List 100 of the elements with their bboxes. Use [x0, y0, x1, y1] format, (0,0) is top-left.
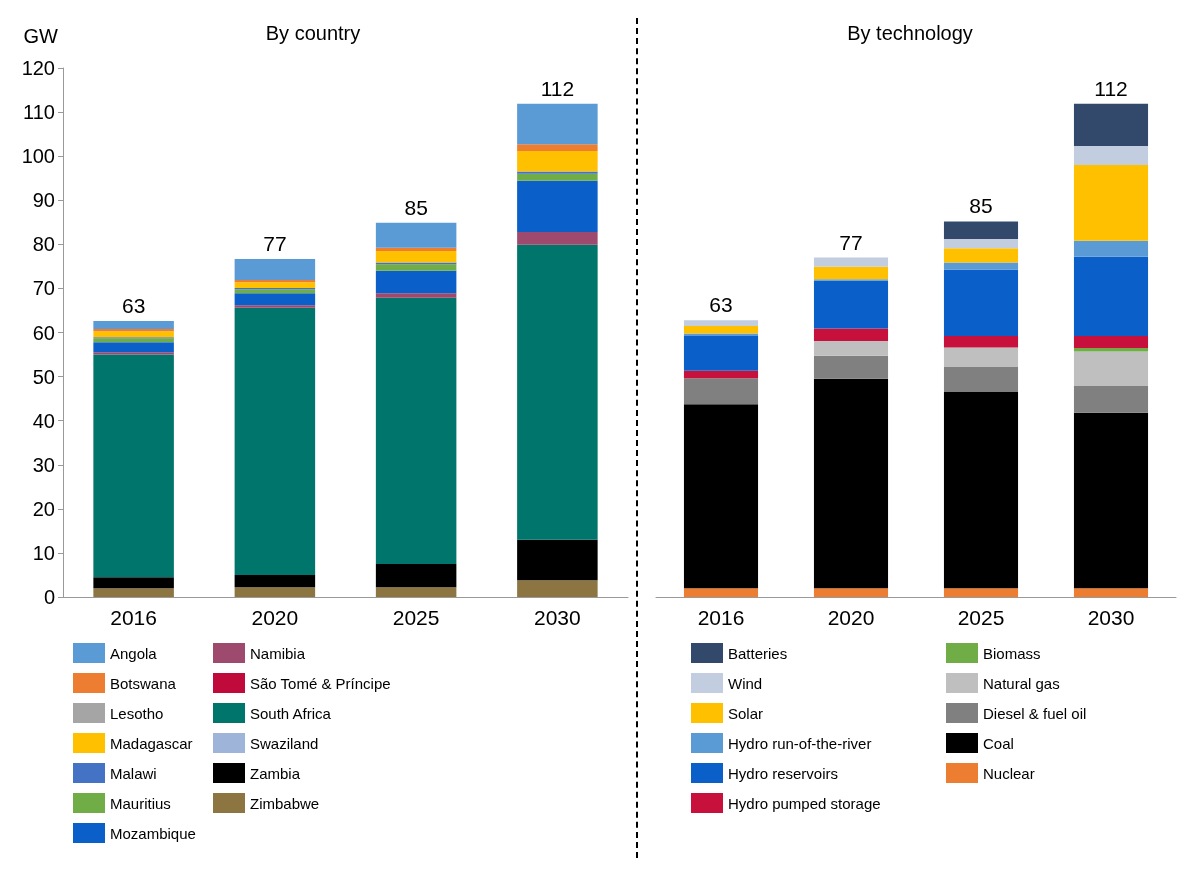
bar: [375, 563, 457, 588]
legend-label: Mauritius: [110, 794, 171, 812]
legend-label: Zimbabwe: [250, 794, 320, 812]
bar: [813, 257, 889, 267]
bar: [93, 338, 174, 343]
y-axis-title: GW: [23, 25, 59, 47]
bar: [813, 266, 889, 280]
bar: [943, 239, 1019, 249]
bar: [683, 325, 759, 334]
legend-label: Mozambique: [110, 824, 196, 842]
bar: [517, 150, 598, 172]
legend-label: Natural gas: [983, 674, 1060, 692]
y-tick-label: 10: [32, 541, 55, 564]
bar: [683, 404, 759, 589]
bar: [813, 280, 889, 329]
bar: [234, 587, 316, 597]
bar: [683, 336, 759, 371]
bar: [517, 171, 598, 174]
chart-title: By technology: [847, 22, 973, 44]
bar: [517, 244, 598, 540]
total-label: 63: [121, 294, 146, 318]
bar: [813, 588, 889, 597]
bar: [683, 378, 759, 405]
y-tick-label: 0: [43, 586, 55, 608]
bar: [943, 391, 1019, 589]
bar: [375, 250, 457, 263]
bar: [517, 173, 598, 181]
bar: [517, 144, 598, 151]
legend-label: Swaziland: [250, 734, 319, 752]
legend-label: Zambia: [250, 764, 301, 782]
legend-label: São Tomé & Príncipe: [250, 674, 391, 692]
legend-label: Lesotho: [110, 704, 164, 722]
bar: [234, 280, 316, 283]
legend-label: Hydro pumped storage: [728, 794, 881, 812]
legend-label: Batteries: [728, 644, 788, 662]
bar: [943, 221, 1019, 240]
bar: [1073, 385, 1149, 413]
bar: [943, 269, 1019, 337]
x-tick-label: 2016: [110, 606, 157, 629]
y-tick-label: 80: [32, 233, 55, 256]
bar: [375, 587, 457, 597]
bar: [683, 588, 759, 597]
y-tick-label: 40: [32, 409, 55, 432]
bar: [93, 331, 174, 338]
bar: [943, 588, 1019, 597]
y-tick-label: 60: [32, 321, 55, 344]
bar: [375, 297, 457, 564]
legend-label: Hydro run-of-the-river: [728, 734, 872, 752]
x-tick-label: 2020: [827, 606, 875, 629]
legend-label: Madagascar: [110, 734, 193, 752]
bar: [93, 321, 174, 329]
legend-label: Botswana: [110, 674, 177, 692]
legend-label: Wind: [728, 674, 763, 692]
y-tick-label: 70: [32, 277, 55, 300]
y-tick-label: 50: [32, 365, 55, 388]
x-tick-label: 2020: [251, 606, 299, 629]
bar: [93, 577, 174, 589]
bar: [683, 320, 759, 326]
bar: [813, 378, 889, 589]
y-tick-label: 20: [32, 497, 55, 520]
legend-label: Biomass: [983, 644, 1041, 662]
x-tick-label: 2030: [1087, 606, 1135, 629]
bar: [1073, 412, 1149, 589]
legend-label: Hydro reservoirs: [728, 764, 839, 782]
legend-label: South Africa: [250, 704, 332, 722]
y-tick-label: 100: [21, 145, 55, 168]
bar: [943, 262, 1019, 270]
bar: [1073, 146, 1149, 165]
total-label: 85: [404, 195, 428, 219]
bar: [234, 258, 316, 281]
bar: [93, 588, 174, 597]
bar: [93, 328, 174, 332]
total-label: 77: [839, 230, 863, 254]
bar: [813, 328, 889, 341]
bar: [517, 103, 598, 145]
bar: [234, 282, 316, 288]
bar: [1073, 240, 1149, 257]
bar: [234, 305, 316, 308]
x-tick-label: 2016: [697, 606, 745, 629]
bar: [234, 574, 316, 588]
bar: [1073, 256, 1149, 337]
bar: [1073, 336, 1149, 348]
bar: [93, 352, 174, 355]
total-label: 85: [969, 194, 993, 218]
bar: [943, 336, 1019, 348]
legend-label: Diesel & fuel oil: [983, 704, 1087, 722]
bar: [517, 180, 598, 232]
x-tick-label: 2025: [392, 606, 440, 629]
total-label: 77: [263, 231, 287, 255]
bar: [943, 366, 1019, 392]
bar: [93, 354, 174, 578]
bar: [234, 293, 316, 306]
legend-label: Malawi: [110, 764, 157, 782]
bar: [517, 539, 598, 581]
y-tick-label: 120: [21, 57, 55, 79]
legend-label: Solar: [728, 704, 764, 722]
legend-label: Coal: [983, 734, 1014, 752]
bar: [813, 340, 889, 356]
bar: [943, 248, 1019, 263]
total-label: 63: [709, 293, 733, 317]
